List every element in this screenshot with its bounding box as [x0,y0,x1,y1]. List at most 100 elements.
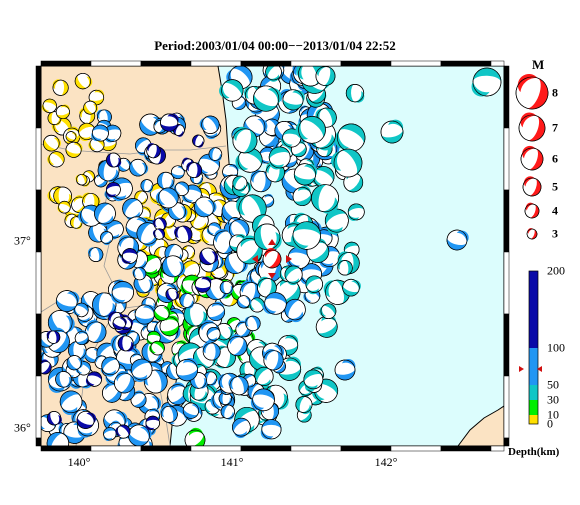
focal-mechanism [74,72,93,90]
focal-mechanism [78,122,96,142]
focal-mechanism [206,301,226,322]
focal-mechanism [334,359,356,381]
focal-mechanism [284,298,306,323]
magnitude-legend-symbol [520,145,544,171]
mainshock-marker [268,273,276,279]
focal-mechanism [68,341,87,360]
mainshock-mechanism [252,239,292,279]
mainshock-marker [268,239,276,245]
depth-color-band [529,385,538,400]
focal-mechanism [331,148,363,178]
magnitude-label-5: 5 [552,179,558,194]
focal-mechanism [471,67,502,97]
focal-mechanism [155,187,179,209]
magnitude-label-7: 7 [552,120,558,135]
focal-mechanism [47,151,65,168]
focal-mechanism [146,143,161,159]
map-frame-ticks [35,60,510,452]
focal-mechanism [282,89,305,111]
depth-scale [519,270,542,425]
focal-mechanism [55,371,73,388]
focal-mechanism [112,316,127,330]
depth-tick-30: 30 [547,392,559,407]
focal-mechanism [165,287,180,301]
focal-mechanism [162,255,186,278]
focal-mechanism [208,147,223,162]
focal-mechanism [145,415,160,431]
magnitude-legend-symbol [526,228,538,240]
focal-mechanism [160,405,178,423]
focal-mechanism [73,302,89,318]
focal-mechanism [194,196,217,218]
focal-mechanism [295,396,313,415]
focal-mechanism [342,278,361,297]
focal-mechanism [315,66,336,86]
focal-mechanism [65,141,83,158]
focal-mechanism [130,390,147,408]
mainshock-beachball [262,248,282,269]
focal-mechanism [74,330,89,346]
focal-mechanism [117,335,134,352]
focal-mechanism [292,185,312,206]
depth-color-band [529,271,538,348]
focal-mechanism [55,104,70,120]
focal-mechanism [182,402,201,419]
depth-color-band [529,348,538,385]
focal-mechanism [175,358,198,382]
focal-mechanism [202,342,221,361]
magnitude-legend [515,74,549,240]
lon-tick-140: 140° [67,455,91,469]
focal-mechanism [85,371,103,387]
focal-mechanism [265,66,282,82]
focal-mechanism [174,225,193,243]
focal-mechanism [96,109,112,125]
focal-mechanism [228,376,249,396]
focal-mechanism [43,134,62,152]
magnitude-legend-symbol [522,176,542,197]
focal-mechanism [337,260,353,276]
focal-mechanism [84,319,107,343]
depth-tick-10: 10 [547,407,559,422]
magnitude-label-8: 8 [552,85,558,100]
focal-mechanism [134,304,156,325]
focal-mechanism [293,163,318,186]
focal-mechanism [41,359,52,375]
focal-mechanism [305,275,324,295]
focal-mechanism [76,410,97,429]
focal-mechanism [59,390,83,415]
focal-mechanism [268,146,291,170]
focal-mechanism [121,248,138,264]
focal-mechanism [53,186,73,206]
lat-tick-36: 36° [14,420,31,435]
focal-mechanism [253,85,282,112]
depth-tick-100: 100 [547,340,565,355]
focal-mechanism [284,265,303,286]
focal-mechanism [46,330,61,344]
focal-mechanism [115,424,131,439]
focal-mechanism [253,223,282,251]
focal-mechanism [345,83,365,103]
magnitude-label-3: 3 [552,226,558,241]
focal-mechanism [295,116,326,144]
focal-mechanism [167,382,189,405]
focal-mechanism [291,221,321,250]
focal-mechanism [152,228,165,240]
focal-mechanism [157,171,175,190]
focal-mechanism [66,355,84,371]
focal-mechanism [41,98,57,114]
focal-mechanism [232,175,248,192]
magnitude-label-6: 6 [552,151,558,166]
focal-mechanism [220,404,235,420]
focal-mechanism [232,417,251,439]
focal-mechanism [104,124,122,143]
mainshock-depth-marker [537,366,542,372]
focal-mechanism [303,369,324,391]
mainshock-marker [252,255,258,263]
focal-mechanism [446,229,469,251]
focal-mechanism [311,184,340,214]
focal-mechanism [52,79,69,96]
focal-mechanism [106,152,122,168]
magnitude-legend-title: M [532,57,545,72]
